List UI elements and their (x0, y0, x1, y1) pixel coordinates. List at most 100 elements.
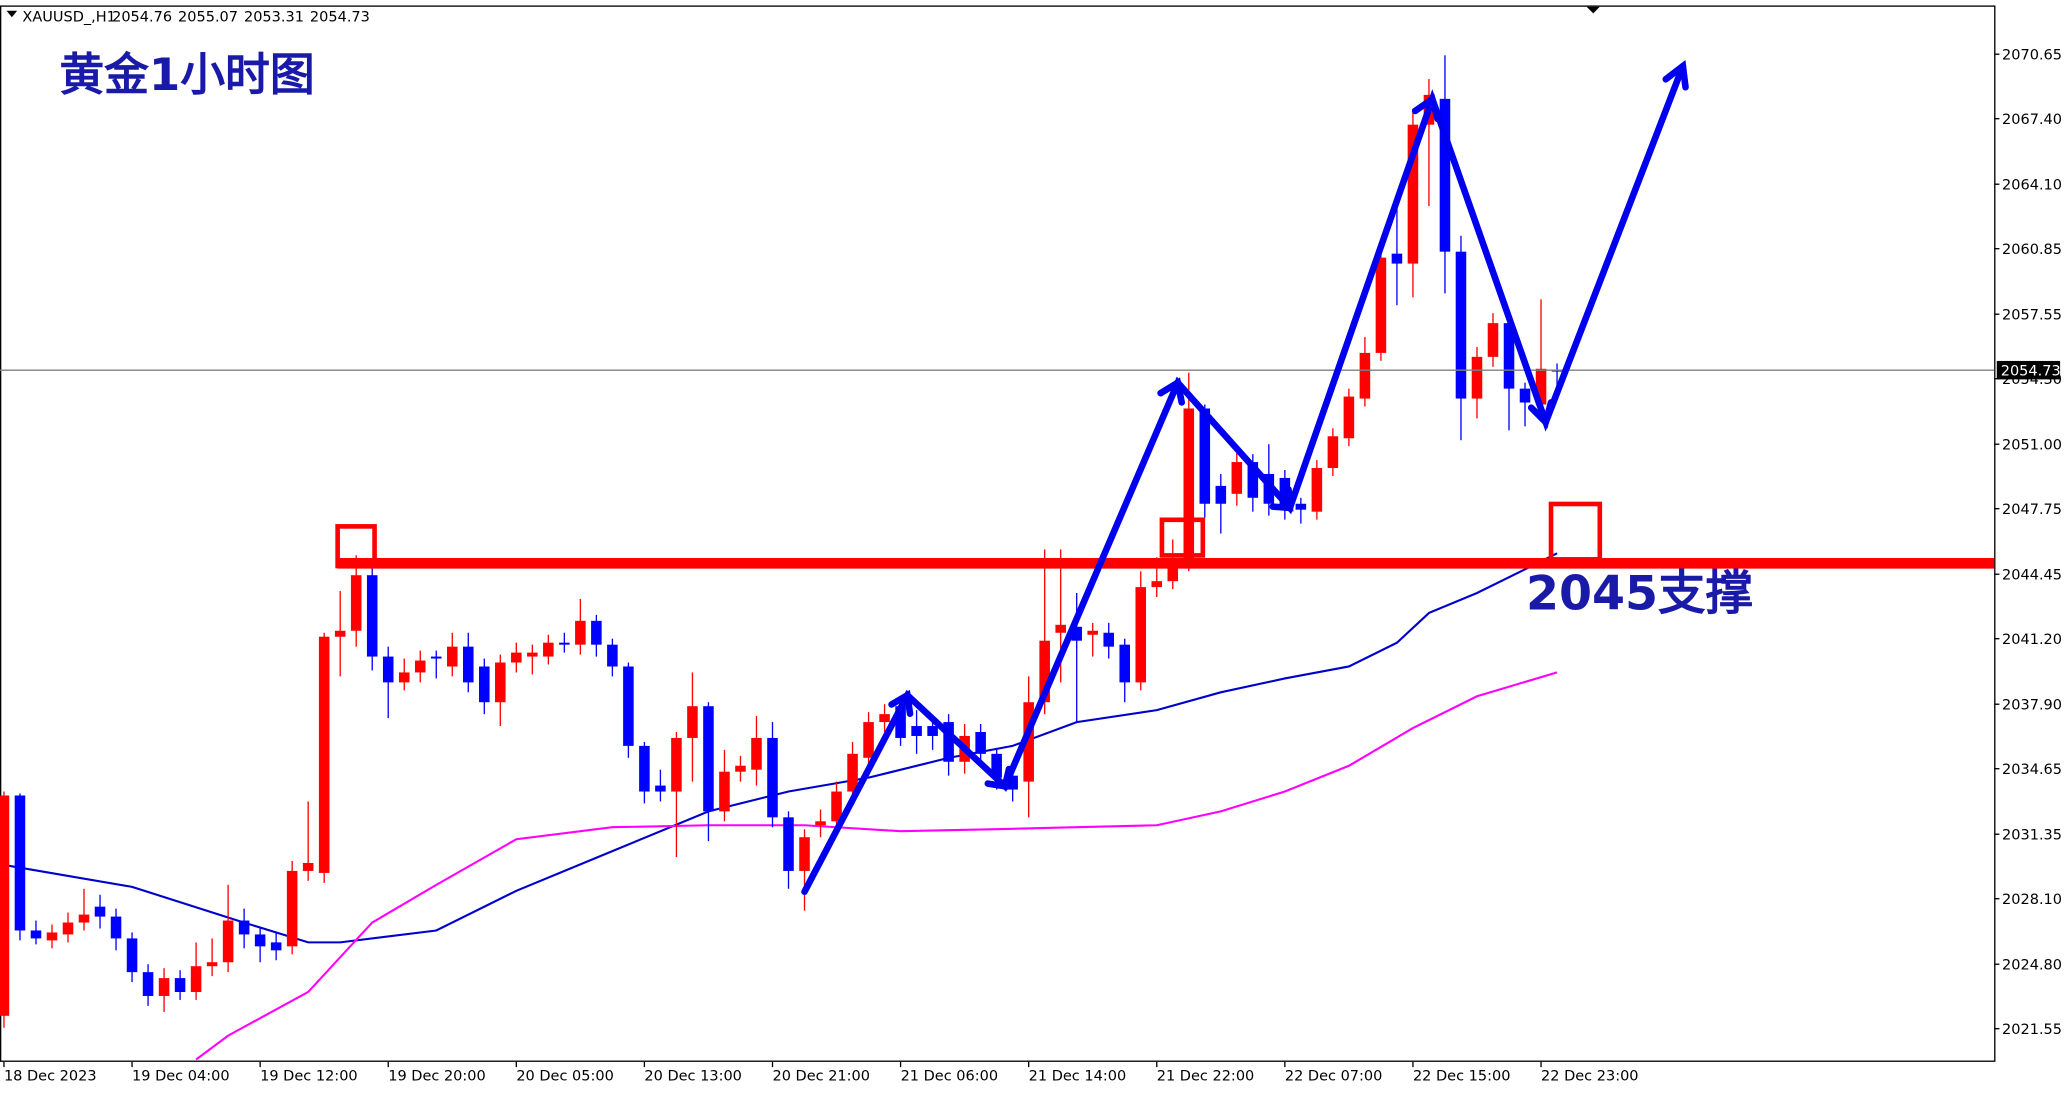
arrow-head (984, 765, 1013, 790)
candle-body (847, 753, 858, 792)
candle-body (543, 642, 554, 657)
candle-body (1391, 253, 1403, 264)
candle-body (975, 731, 986, 754)
candle-body (46, 932, 58, 941)
candle-body (414, 660, 426, 673)
candle-body (687, 706, 698, 738)
candle-body (495, 662, 506, 703)
candle-body (639, 745, 650, 792)
x-tick-label: 21 Dec 14:00 (1029, 1068, 1127, 1084)
candle-body (1295, 503, 1307, 510)
candle-body (1055, 624, 1066, 633)
menu-triangle (6, 10, 18, 18)
candle-body (1279, 477, 1291, 508)
x-tick-label: 21 Dec 06:00 (901, 1068, 999, 1084)
candle-body (0, 795, 10, 1016)
candle-body (174, 978, 186, 992)
y-tick-label: 2044.45 (2002, 567, 2062, 583)
candle-body (430, 656, 442, 659)
candle-body (703, 706, 714, 812)
candle-body (318, 636, 330, 873)
candle-body (398, 672, 410, 683)
annotation-boxes (335, 501, 1603, 569)
candle-body (479, 666, 490, 703)
candle-body (607, 644, 618, 667)
box (335, 524, 377, 569)
zigzag-path (801, 62, 1687, 896)
ohlc-value: 2055.07 (178, 9, 238, 25)
box (1159, 517, 1206, 558)
candle-body (1327, 436, 1339, 469)
candle-body (783, 817, 794, 871)
candle-body (895, 706, 906, 738)
candle-body (1151, 581, 1163, 588)
ohlc-header: 2054.76 2055.07 2053.31 2054.73 (112, 9, 370, 25)
candle-body (94, 906, 106, 917)
candle-body (1455, 251, 1467, 399)
candle-body (1359, 352, 1371, 399)
candle-body (943, 722, 954, 762)
candle-body (190, 966, 202, 992)
plot-frame (0, 5, 1996, 1062)
candle-body (767, 737, 778, 818)
plot (0, 55, 1995, 1061)
candle-body (991, 753, 1002, 778)
candle-body (382, 656, 394, 683)
arrow-head (1157, 377, 1186, 406)
candle-body (158, 978, 170, 996)
candle-body (1439, 98, 1451, 252)
y-tick-label: 2037.90 (2002, 697, 2062, 713)
arrow-head (1662, 59, 1689, 91)
candle-body (1215, 485, 1227, 504)
candle-body (302, 862, 314, 871)
shift-marker (1586, 6, 1600, 14)
y-tick-label: 2070.65 (2002, 47, 2062, 63)
ohlc-value: 2053.31 (244, 9, 304, 25)
candle-body (719, 771, 730, 812)
x-tick-label: 22 Dec 15:00 (1413, 1068, 1511, 1084)
candle-body (334, 630, 346, 637)
y-tick-label: 2028.10 (2002, 892, 2062, 908)
candle-body (879, 714, 890, 723)
symbol-label: XAUUSD_,H1 (22, 9, 115, 25)
candle-body (735, 765, 746, 772)
candle-body (1247, 462, 1259, 498)
trend-arrows (801, 59, 1689, 896)
x-tick-label: 20 Dec 21:00 (772, 1068, 870, 1084)
candle-body (238, 920, 250, 935)
candle-body (350, 575, 362, 631)
arrow-head (1527, 399, 1555, 429)
candle-body (1183, 408, 1195, 564)
candle-body (831, 791, 842, 822)
candle-body (559, 642, 570, 645)
x-tick-label: 18 Dec 2023 (4, 1068, 97, 1084)
candle-body (142, 972, 154, 996)
candle-body (1375, 257, 1387, 353)
candle-body (1343, 396, 1355, 439)
arrow-head (888, 689, 914, 717)
x-tick-label: 22 Dec 23:00 (1541, 1068, 1639, 1084)
y-tick-label: 2060.85 (2002, 242, 2062, 258)
ohlc-value: 2054.73 (310, 9, 370, 25)
candle-body (30, 930, 42, 939)
candle-body (1471, 356, 1483, 399)
y-tick-label: 2047.75 (2002, 502, 2062, 518)
candle-body (751, 737, 762, 770)
candle-body (222, 920, 234, 963)
candle-body (206, 962, 218, 967)
chart-title: 黄金1小时图 (59, 48, 314, 101)
y-tick-label: 2021.55 (2002, 1022, 2062, 1038)
candle-body (1503, 323, 1515, 389)
candle-body (527, 652, 538, 657)
candle-body (1535, 368, 1547, 405)
candle-body (575, 620, 586, 645)
price-box-label: 2054.73 (2001, 363, 2061, 379)
candle-body (1199, 408, 1211, 504)
box (1548, 501, 1603, 562)
y-tick-label: 2067.40 (2002, 112, 2062, 128)
candle-body (446, 646, 458, 667)
candle-body (1407, 124, 1419, 264)
candle-body (1071, 626, 1082, 641)
y-tick-label: 2024.80 (2002, 957, 2062, 973)
